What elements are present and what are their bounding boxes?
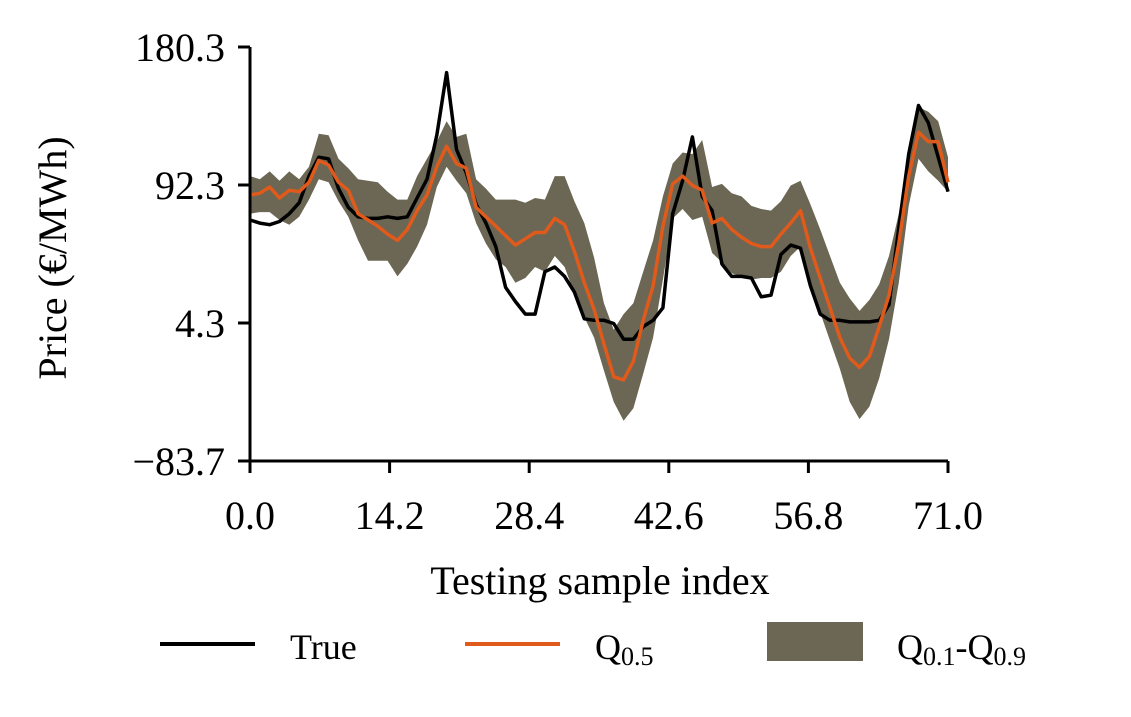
y-tick-label: 92.3 — [155, 163, 225, 208]
legend-true-label: True — [290, 627, 357, 667]
axes: 0.0 14.2 28.4 42.6 56.8 71.0 −83.7 4.3 92.3 180.… — [30, 25, 983, 603]
x-tick-label: 14.2 — [355, 493, 425, 538]
x-tick-label: 42.6 — [634, 493, 704, 538]
plot-area — [249, 70, 950, 421]
x-tick-label: 28.4 — [494, 493, 564, 538]
y-tick-label: −83.7 — [132, 439, 225, 484]
y-ticks: −83.7 4.3 92.3 180.3 — [132, 25, 250, 484]
x-tick-label: 0.0 — [225, 493, 275, 538]
x-axis-title: Testing sample index — [430, 558, 769, 603]
x-tick-label: 71.0 — [913, 493, 983, 538]
quantile-band-area — [250, 107, 948, 421]
legend-band-sub-high: 0.9 — [994, 642, 1027, 671]
y-tick-label: 180.3 — [135, 25, 225, 70]
legend-band-swatch — [767, 622, 863, 661]
legend-band-sub-low: 0.1 — [923, 642, 956, 671]
x-ticks: 0.0 14.2 28.4 42.6 56.8 71.0 — [225, 461, 983, 538]
legend-band-q-low: Q — [897, 627, 923, 667]
legend-median-subscript: 0.5 — [621, 642, 654, 671]
median-forecast-line — [249, 130, 950, 382]
legend-band-q-high: Q — [968, 627, 994, 667]
legend-band-dash: - — [956, 627, 968, 667]
legend-median-label: Q0.5 — [595, 627, 654, 671]
legend: True Q0.5 Q0.1-Q0.9 — [160, 622, 1026, 671]
y-axis-title: Price (€/MWh) — [30, 136, 75, 379]
y-tick-label: 4.3 — [175, 301, 225, 346]
x-tick-label: 56.8 — [773, 493, 843, 538]
legend-band-label: Q0.1-Q0.9 — [897, 627, 1026, 671]
legend-median-q: Q — [595, 627, 621, 667]
